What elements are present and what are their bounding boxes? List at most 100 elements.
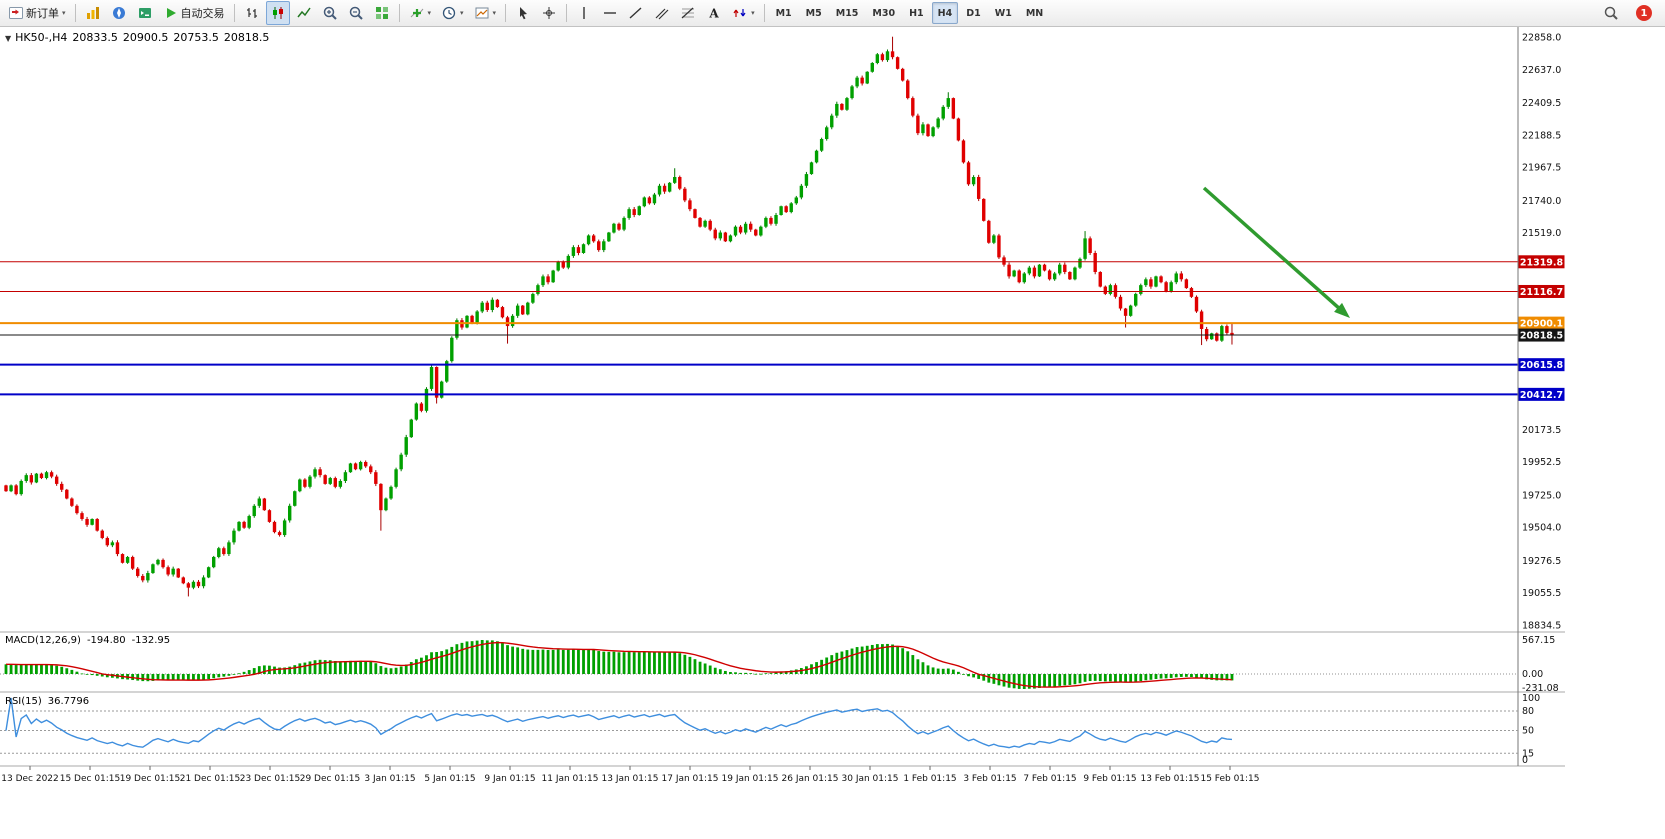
indicators-button[interactable]: ▾ [405, 1, 436, 25]
autotrading-button[interactable]: 自动交易 [159, 1, 229, 25]
price-axis-label: 19952.5 [1522, 457, 1561, 468]
hline-button[interactable] [598, 1, 622, 25]
notification-badge[interactable]: 1 [1636, 5, 1652, 21]
chevron-down-icon: ▾ [751, 9, 755, 17]
svg-text:20615.8: 20615.8 [1520, 360, 1564, 371]
toolbar-right-group: 1 [1598, 1, 1662, 25]
trendline-icon [629, 7, 642, 19]
time-axis-label: 1 Feb 01:15 [903, 774, 956, 784]
time-axis-label: 13 Dec 2022 [1, 774, 59, 784]
cursor-button[interactable] [511, 1, 535, 25]
fibonacci-button[interactable] [676, 1, 700, 25]
market-watch-icon [86, 7, 99, 19]
price-axis-label: 21740.0 [1522, 196, 1561, 207]
channel-icon [655, 8, 669, 20]
chart-candles-icon [272, 7, 283, 19]
time-axis-label: 13 Jan 01:15 [602, 774, 659, 784]
one-click-trading-collapse-icon[interactable]: ▼ [5, 34, 12, 43]
navigator-button[interactable] [107, 1, 131, 25]
terminal-button[interactable] [133, 1, 157, 25]
rsi-axis-label: 0 [1522, 755, 1528, 766]
search-icon [1604, 6, 1618, 20]
timeframe-button-H4[interactable]: H4 [931, 2, 959, 24]
chart-line-button[interactable] [292, 1, 316, 25]
cursor-icon [520, 7, 528, 20]
time-axis-label: 13 Feb 01:15 [1140, 774, 1199, 784]
timeframe-button-M30[interactable]: M30 [872, 7, 896, 19]
down-trend-arrow[interactable] [1202, 186, 1350, 318]
templates-button[interactable]: ▾ [470, 1, 501, 25]
timeframe-button-W1[interactable]: W1 [994, 7, 1012, 19]
indicators-icon [410, 8, 423, 18]
timeframe-button-M1[interactable]: M1 [775, 7, 792, 19]
macd-histogram [4, 640, 1234, 689]
timeframe-button-M15[interactable]: M15 [835, 7, 859, 19]
new-order-button-label: 新订单 [26, 7, 59, 20]
chevron-down-icon: ▾ [492, 9, 497, 17]
price-axis-label: 21967.5 [1522, 163, 1561, 174]
rsi-axis-label: 50 [1522, 726, 1534, 737]
zoom-in-button[interactable] [318, 1, 342, 25]
vline-button[interactable] [572, 1, 596, 25]
time-axis-label: 3 Jan 01:15 [364, 774, 415, 784]
terminal-icon [138, 8, 151, 18]
vline-icon [583, 7, 585, 19]
toolbar-separator [398, 4, 400, 22]
crosshair-button[interactable] [537, 1, 561, 25]
text-button[interactable]: A [702, 1, 726, 25]
crosshair-icon [543, 7, 556, 19]
time-axis-label: 21 Dec 01:15 [180, 774, 241, 784]
timeframe-button-M5[interactable]: M5 [805, 7, 822, 19]
price-badge: 20818.5 [1518, 328, 1565, 342]
svg-text:20412.7: 20412.7 [1520, 390, 1563, 401]
candlestick-series [4, 36, 1234, 597]
chart-line-icon [296, 7, 311, 18]
zoom-out-icon [349, 6, 363, 20]
chart-bars-icon [246, 8, 257, 18]
time-axis-label: 9 Jan 01:15 [484, 774, 535, 784]
time-axis-label: 19 Jan 01:15 [722, 774, 779, 784]
price-axis-label: 19276.5 [1522, 556, 1561, 567]
time-axis-label: 15 Dec 01:15 [60, 774, 121, 784]
toolbar-separator [233, 4, 235, 22]
rsi-axis-label: 15 [1522, 748, 1534, 759]
trendline-button[interactable] [624, 1, 648, 25]
chart-candles-button[interactable] [265, 1, 290, 25]
tile-windows-button[interactable] [370, 1, 394, 25]
arrows-icon [733, 9, 746, 17]
channel-button[interactable] [650, 1, 674, 25]
time-axis-label: 7 Feb 01:15 [1023, 774, 1076, 784]
macd-axis-label: -231.08 [1522, 683, 1559, 694]
chevron-down-icon: ▾ [427, 9, 432, 17]
price-axis-label: 22637.0 [1522, 65, 1561, 76]
toolbar-separator [505, 4, 507, 22]
timeframe-button-MN[interactable]: MN [1025, 7, 1044, 19]
price-axis-label: 20173.5 [1522, 425, 1561, 436]
rsi-axis-label: 80 [1522, 706, 1534, 717]
time-axis-label: 17 Jan 01:15 [662, 774, 719, 784]
market-watch-button[interactable] [81, 1, 105, 25]
time-axis-label: 23 Dec 01:15 [240, 774, 301, 784]
periods-button[interactable]: ▾ [437, 1, 468, 25]
price-axis-label: 22188.5 [1522, 130, 1561, 141]
timeframe-button-H1[interactable]: H1 [909, 7, 924, 19]
time-axis-label: 29 Dec 01:15 [300, 774, 361, 784]
svg-text:21319.8: 21319.8 [1520, 257, 1564, 268]
search-button[interactable] [1599, 1, 1623, 25]
autotrading-icon [166, 8, 176, 18]
toolbar-separator [566, 4, 568, 22]
time-axis-label: 11 Jan 01:15 [542, 774, 599, 784]
chart-bars-button[interactable] [240, 1, 264, 25]
time-axis-label: 3 Feb 01:15 [963, 774, 1016, 784]
timeframe-button-D1[interactable]: D1 [966, 7, 981, 19]
chevron-down-icon: ▾ [62, 9, 66, 17]
svg-text:A: A [708, 7, 719, 21]
tile-windows-icon [375, 7, 388, 19]
zoom-out-button[interactable] [344, 1, 368, 25]
toolbar-separator [763, 4, 765, 22]
arrows-button[interactable]: ▾ [728, 1, 759, 25]
new-order-button[interactable]: 新订单 ▾ [4, 1, 70, 25]
price-axis-label: 21519.0 [1522, 228, 1561, 239]
toolbar-separator [74, 4, 76, 22]
